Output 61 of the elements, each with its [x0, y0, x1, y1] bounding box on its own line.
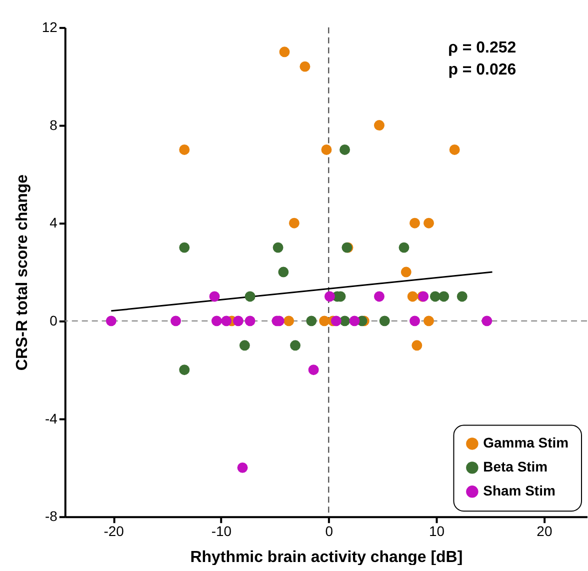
point — [456, 291, 468, 302]
point — [288, 218, 300, 228]
point — [179, 364, 190, 376]
point — [430, 291, 440, 302]
point — [244, 291, 256, 302]
point — [410, 218, 420, 228]
x-tick-label: 20 — [536, 523, 552, 540]
point — [449, 144, 460, 155]
point — [324, 291, 335, 302]
point — [308, 364, 319, 376]
x-tick-label: 10 — [429, 523, 445, 540]
point — [272, 242, 284, 253]
point — [400, 266, 412, 278]
point — [340, 144, 350, 155]
legend-label: Beta Stim — [483, 458, 548, 475]
point — [321, 144, 332, 155]
y-axis-title: CRS-R total score change — [14, 174, 31, 371]
point — [244, 316, 256, 326]
point — [374, 120, 384, 130]
annotation: p = 0.026 — [448, 61, 516, 78]
point — [300, 61, 310, 72]
point — [221, 316, 232, 326]
point — [279, 46, 290, 58]
point — [306, 316, 317, 326]
y-tick-label: 12 — [42, 18, 58, 35]
point — [424, 218, 434, 228]
point — [374, 291, 384, 302]
point — [438, 291, 450, 302]
x-tick-label: -10 — [211, 523, 232, 540]
point — [424, 316, 434, 326]
point — [379, 316, 390, 326]
point — [284, 316, 294, 326]
y-tick-label: -8 — [44, 508, 58, 524]
legend-label: Sham Stim — [483, 482, 556, 499]
y-tick-label: 4 — [50, 214, 58, 231]
point — [412, 340, 422, 351]
x-tick-label: -20 — [104, 523, 124, 540]
annotation: ρ = 0.252 — [448, 39, 516, 56]
y-tick-label: 8 — [50, 116, 58, 133]
point — [209, 291, 220, 302]
legend-label: Gamma Stim — [483, 434, 569, 451]
point — [239, 340, 250, 351]
point — [407, 291, 418, 302]
point — [278, 266, 289, 278]
x-tick-label: 0 — [325, 523, 334, 540]
point — [179, 242, 190, 253]
y-tick-label: -4 — [44, 410, 58, 426]
y-tick-label: 0 — [50, 312, 58, 328]
point — [237, 462, 248, 473]
point — [398, 242, 410, 253]
point — [179, 144, 190, 155]
point — [319, 316, 330, 326]
point — [211, 316, 222, 326]
point — [349, 316, 360, 326]
point — [290, 340, 300, 351]
point — [330, 316, 342, 326]
point — [482, 316, 492, 326]
point — [170, 316, 182, 326]
point — [232, 316, 244, 326]
point — [410, 316, 420, 326]
point — [106, 316, 116, 326]
